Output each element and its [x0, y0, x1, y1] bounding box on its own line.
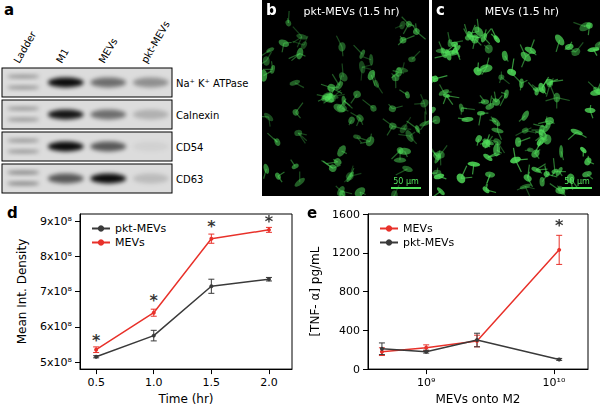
svg-text:pkt-MEVs: pkt-MEVs	[403, 236, 455, 249]
svg-text:9x10⁸: 9x10⁸	[40, 215, 73, 228]
svg-text:10⁹: 10⁹	[417, 376, 435, 389]
svg-text:1.0: 1.0	[145, 376, 163, 389]
svg-text:MEVs: MEVs	[96, 36, 119, 65]
svg-text:2.0: 2.0	[260, 376, 278, 389]
svg-text:*: *	[92, 331, 101, 350]
svg-text:0.5: 0.5	[87, 376, 105, 389]
svg-text:CD63: CD63	[176, 174, 203, 185]
svg-text:800: 800	[339, 285, 360, 298]
svg-text:*: *	[265, 212, 274, 231]
svg-text:Na⁺ K⁺ ATPase: Na⁺ K⁺ ATPase	[176, 78, 248, 89]
svg-text:*: *	[555, 216, 564, 235]
svg-text:c: c	[436, 1, 445, 19]
svg-text:pkt-MEVs: pkt-MEVs	[139, 19, 172, 65]
svg-text:Time (hr): Time (hr)	[157, 392, 213, 406]
svg-text:Ladder: Ladder	[11, 29, 38, 65]
svg-text:d: d	[7, 204, 18, 222]
svg-text:1.5: 1.5	[203, 376, 221, 389]
svg-text:MEVs onto M2: MEVs onto M2	[435, 392, 520, 406]
svg-text:M1: M1	[54, 47, 71, 65]
svg-text:Mean Int. Density: Mean Int. Density	[15, 239, 29, 345]
svg-text:5x10⁸: 5x10⁸	[40, 356, 73, 369]
svg-text:*: *	[150, 291, 159, 310]
svg-text:MEVs (1.5 hr): MEVs (1.5 hr)	[485, 5, 559, 18]
svg-text:50 μm: 50 μm	[393, 177, 419, 186]
svg-text:b: b	[266, 1, 277, 19]
svg-text:MEVs: MEVs	[403, 222, 433, 235]
svg-text:6x10⁸: 6x10⁸	[40, 320, 73, 333]
svg-text:[TNF- α] pg/mL: [TNF- α] pg/mL	[308, 246, 322, 336]
svg-text:0: 0	[353, 363, 360, 376]
svg-text:50 μm: 50 μm	[564, 177, 590, 186]
svg-text:8x10⁸: 8x10⁸	[40, 250, 73, 263]
svg-text:*: *	[207, 217, 216, 236]
svg-text:400: 400	[339, 324, 360, 337]
svg-text:1200: 1200	[332, 246, 360, 259]
svg-text:a: a	[4, 1, 14, 19]
svg-text:e: e	[307, 204, 317, 222]
svg-text:MEVs: MEVs	[115, 236, 145, 249]
svg-text:pkt-MEVs (1.5 hr): pkt-MEVs (1.5 hr)	[304, 5, 400, 18]
svg-text:Calnexin: Calnexin	[176, 110, 219, 121]
svg-text:pkt-MEVs: pkt-MEVs	[115, 222, 167, 235]
svg-text:1600: 1600	[332, 208, 360, 221]
svg-text:7x10⁸: 7x10⁸	[40, 285, 73, 298]
svg-text:10¹⁰: 10¹⁰	[542, 376, 565, 389]
svg-text:CD54: CD54	[176, 142, 203, 153]
